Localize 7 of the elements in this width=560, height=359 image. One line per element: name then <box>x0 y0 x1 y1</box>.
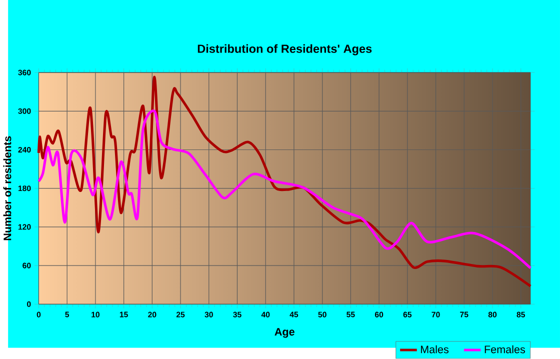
y-axis-title: Number of residents <box>3 136 12 240</box>
x-axis-title: Age <box>274 328 294 338</box>
line-series <box>37 76 532 288</box>
chart-title: Distribution of Residents' Ages <box>198 44 372 56</box>
line-series <box>37 110 532 270</box>
legend-label: Males <box>421 345 449 354</box>
legend-label: Females <box>484 345 525 354</box>
